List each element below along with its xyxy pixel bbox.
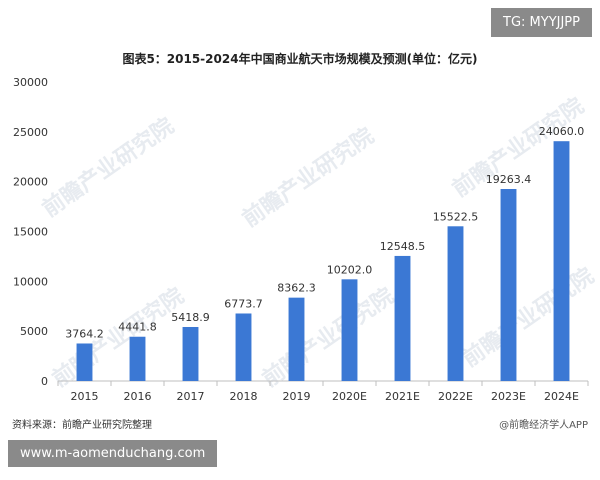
data-label: 24060.0 — [539, 125, 585, 138]
x-tick-label: 2016 — [124, 390, 152, 403]
bar — [129, 336, 146, 381]
x-tick-label: 2019 — [283, 390, 311, 403]
bar — [553, 141, 570, 381]
bar — [341, 279, 358, 381]
bar — [182, 326, 199, 381]
y-tick-label: 15000 — [13, 226, 48, 239]
data-label: 15522.5 — [433, 210, 479, 223]
y-tick-label: 30000 — [13, 76, 48, 89]
x-tick-label: 2020E — [332, 390, 367, 403]
y-tick-label: 10000 — [13, 275, 48, 288]
bar — [76, 343, 93, 381]
data-label: 19263.4 — [486, 173, 532, 186]
y-tick-label: 25000 — [13, 126, 48, 139]
x-tick-label: 2017 — [177, 390, 205, 403]
x-tick-label: 2021E — [385, 390, 420, 403]
source-note: 资料来源：前瞻产业研究院整理 — [12, 420, 152, 431]
data-label: 5418.9 — [171, 311, 210, 324]
telegram-badge: TG: MYYJJPP — [491, 8, 592, 37]
data-label: 8362.3 — [277, 282, 316, 295]
data-label: 12548.5 — [380, 240, 426, 253]
y-tick-label: 0 — [41, 375, 48, 388]
bar — [288, 297, 305, 381]
y-tick-label: 5000 — [20, 325, 48, 338]
bar — [394, 255, 411, 381]
url-badge: www.m-aomenduchang.com — [8, 440, 218, 467]
credit-note: @前瞻经济学人APP — [499, 420, 588, 431]
bar — [235, 313, 252, 381]
bar — [447, 226, 464, 381]
bar — [500, 189, 517, 381]
chart-title: 图表5：2015-2024年中国商业航天市场规模及预测(单位：亿元) — [122, 52, 478, 66]
x-tick-label: 2024E — [544, 390, 579, 403]
x-tick-label: 2022E — [438, 390, 473, 403]
x-tick-label: 2023E — [491, 390, 526, 403]
bar-chart: 0 5000 10000 15000 20000 25000 30000 3764.2 2015… — [13, 76, 589, 403]
data-label: 4441.8 — [118, 321, 157, 334]
data-label: 10202.0 — [327, 263, 373, 276]
data-label: 6773.7 — [224, 297, 263, 310]
x-tick-label: 2018 — [230, 390, 258, 403]
data-label: 3764.2 — [65, 327, 104, 340]
y-tick-label: 20000 — [13, 176, 48, 189]
x-tick-label: 2015 — [71, 390, 99, 403]
